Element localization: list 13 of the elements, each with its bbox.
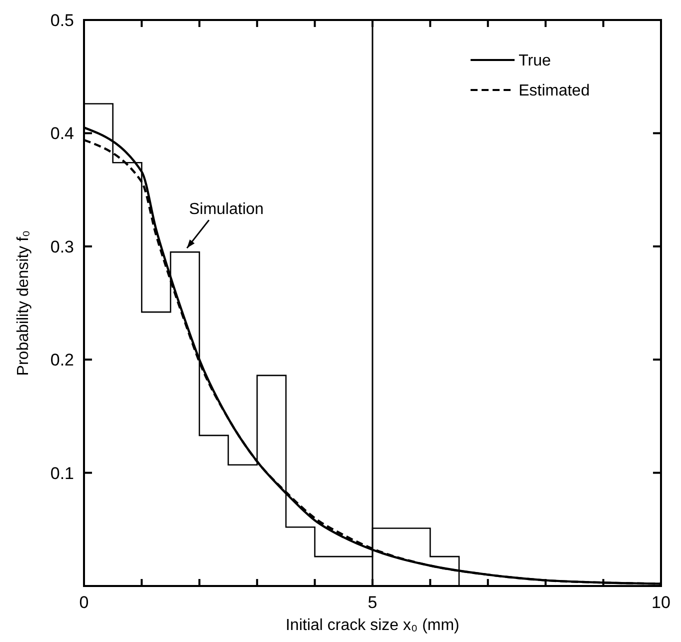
y-tick-label: 0.5: [50, 10, 74, 30]
y-tick-label: 0.3: [50, 237, 74, 256]
x-tick-label: 5: [368, 593, 378, 612]
y-axis-title: Probability density f₀: [15, 230, 32, 376]
y-tick-label: 0.1: [50, 464, 74, 483]
x-tick-label: 0: [79, 593, 89, 612]
x-tick-label: 10: [652, 593, 670, 612]
x-axis-title: Initial crack size x₀ (mm): [286, 617, 460, 634]
y-tick-label: 0.4: [50, 124, 74, 144]
y-tick-label: 0.2: [50, 350, 74, 370]
legend-label: Estimated: [518, 82, 590, 100]
legend-label: True: [518, 52, 551, 70]
annotation: Simulation: [188, 201, 264, 218]
